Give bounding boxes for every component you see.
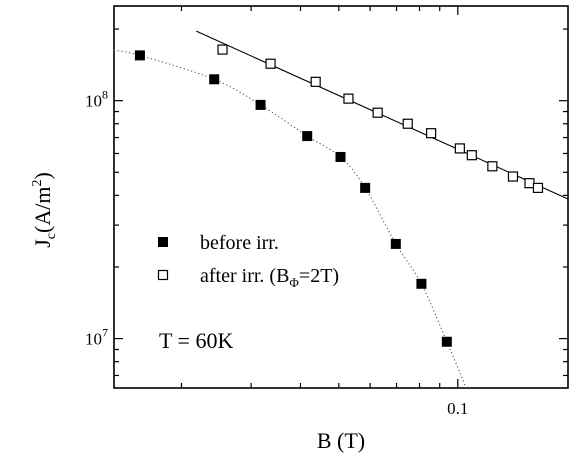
data-point-before: [134, 50, 145, 61]
x-tick-label: 0.1: [447, 399, 468, 418]
data-point-before: [209, 74, 220, 85]
data-point-after: [532, 182, 544, 193]
temperature-annotation: T = 60K: [159, 328, 233, 353]
data-point-after: [265, 58, 276, 69]
data-point-after: [524, 178, 535, 189]
data-point-after: [402, 118, 413, 129]
data-point-before: [335, 151, 346, 162]
y-tick-label: 108: [85, 88, 108, 111]
legend-marker-filled-square: [158, 237, 168, 247]
legend-label-after: after irr. (BΦ=2T): [200, 265, 339, 290]
legend: before irr. after irr. (BΦ=2T): [157, 232, 339, 290]
data-point-after: [372, 107, 383, 118]
data-point-before: [255, 99, 266, 110]
data-point-before: [390, 238, 401, 249]
y-tick-label: 107: [85, 326, 108, 349]
fit-curve-before: [113, 49, 467, 389]
data-point-after: [466, 150, 477, 161]
y-axis-title: Jc(A/m2): [30, 172, 59, 248]
data-point-after: [507, 171, 519, 182]
x-axis-title: B (T): [317, 428, 365, 453]
data-point-after: [487, 161, 498, 172]
data-point-after: [310, 76, 321, 87]
data-points: [134, 44, 544, 347]
data-point-before: [441, 336, 452, 347]
data-point-after: [454, 143, 465, 154]
axis-ticks: [114, 6, 568, 388]
data-point-before: [360, 182, 371, 193]
data-point-after: [217, 44, 228, 55]
plot-frame: [113, 5, 569, 389]
legend-label-before: before irr.: [200, 232, 279, 254]
legend-marker-open-square: [157, 269, 169, 281]
data-point-after: [343, 93, 354, 104]
data-point-before: [302, 131, 313, 142]
data-point-after: [426, 128, 437, 139]
data-point-before: [416, 278, 427, 289]
